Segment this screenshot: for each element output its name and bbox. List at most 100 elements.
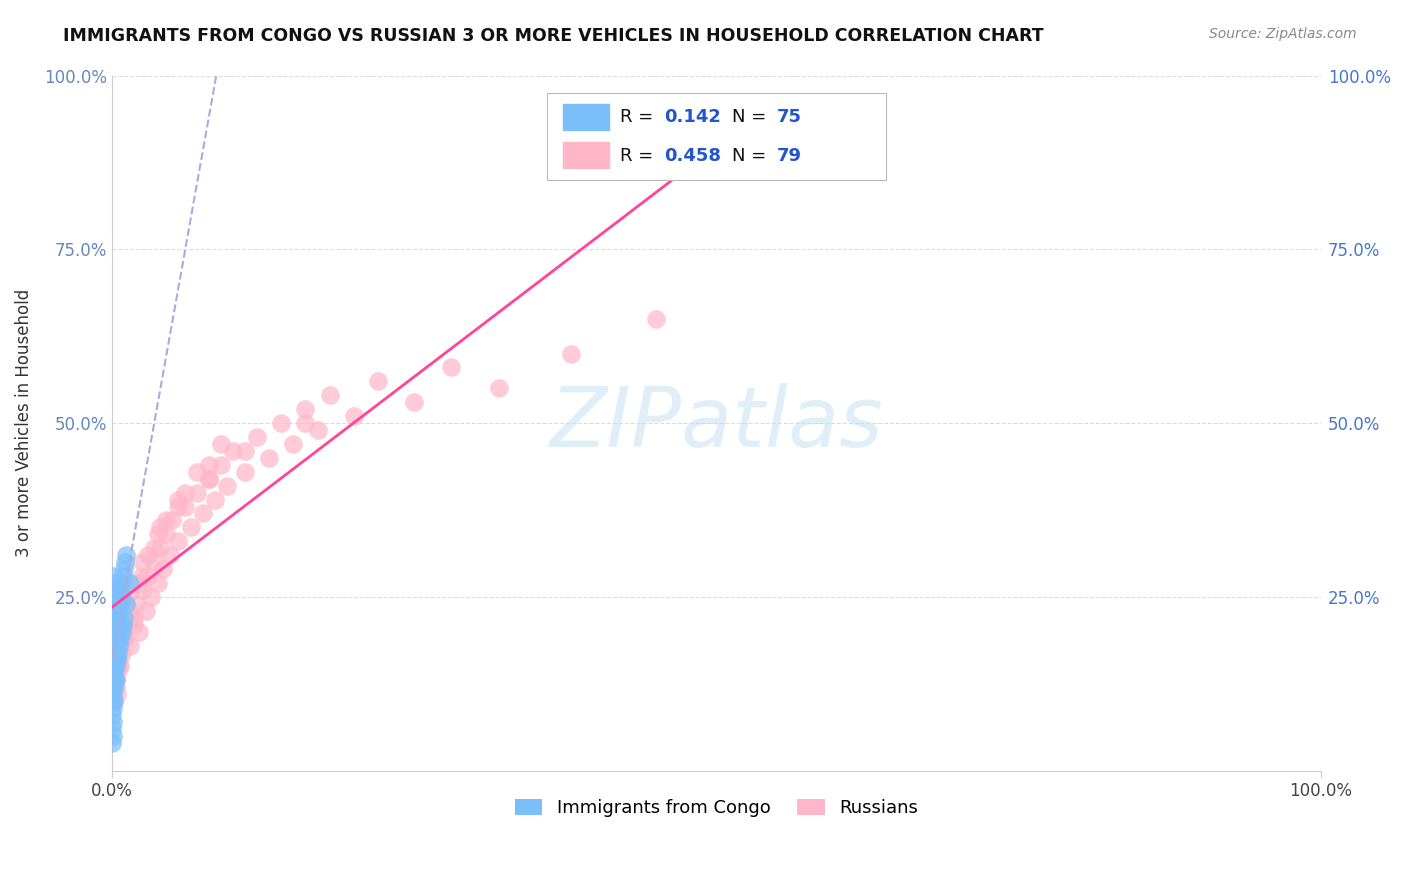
- Point: [111, 617, 134, 632]
- Point: [101, 673, 124, 688]
- Point: [191, 507, 214, 521]
- Point: [488, 381, 510, 395]
- Point: [197, 472, 219, 486]
- Point: [101, 639, 124, 653]
- Point: [101, 624, 124, 639]
- Point: [215, 478, 238, 492]
- Point: [136, 548, 159, 562]
- Point: [101, 722, 124, 736]
- Point: [120, 639, 142, 653]
- Point: [115, 548, 138, 562]
- Point: [104, 680, 127, 694]
- Point: [186, 485, 208, 500]
- Point: [128, 576, 150, 591]
- Point: [103, 576, 125, 591]
- Text: N =: N =: [733, 108, 772, 126]
- Point: [197, 458, 219, 472]
- Point: [112, 562, 135, 576]
- Point: [104, 673, 127, 688]
- Point: [103, 590, 125, 604]
- Point: [110, 632, 132, 646]
- Point: [101, 624, 124, 639]
- Point: [139, 590, 162, 604]
- Point: [110, 597, 132, 611]
- Point: [101, 611, 124, 625]
- Y-axis label: 3 or more Vehicles in Household: 3 or more Vehicles in Household: [15, 289, 32, 558]
- Point: [107, 646, 129, 660]
- Point: [108, 604, 131, 618]
- Point: [167, 534, 190, 549]
- Point: [143, 555, 166, 569]
- Point: [101, 680, 124, 694]
- Point: [101, 569, 124, 583]
- Text: 79: 79: [778, 146, 801, 164]
- Point: [101, 646, 124, 660]
- Point: [111, 624, 134, 639]
- Point: [101, 597, 124, 611]
- Point: [125, 597, 148, 611]
- Point: [173, 485, 195, 500]
- Point: [283, 437, 305, 451]
- Point: [101, 582, 124, 597]
- Point: [101, 639, 124, 653]
- Point: [149, 541, 172, 556]
- Point: [270, 416, 292, 430]
- Point: [104, 611, 127, 625]
- Point: [101, 680, 124, 694]
- Text: N =: N =: [733, 146, 772, 164]
- Point: [101, 729, 124, 743]
- Point: [108, 639, 131, 653]
- Point: [103, 694, 125, 708]
- Point: [107, 646, 129, 660]
- Point: [120, 576, 142, 591]
- Point: [110, 639, 132, 653]
- Point: [112, 632, 135, 646]
- Point: [167, 492, 190, 507]
- Point: [101, 736, 124, 750]
- FancyBboxPatch shape: [547, 93, 886, 180]
- Point: [101, 611, 124, 625]
- FancyBboxPatch shape: [562, 143, 609, 169]
- Point: [222, 444, 245, 458]
- Point: [645, 311, 668, 326]
- Point: [101, 590, 124, 604]
- Point: [115, 597, 138, 611]
- Point: [104, 624, 127, 639]
- Point: [131, 582, 153, 597]
- Point: [104, 673, 127, 688]
- Point: [560, 346, 582, 360]
- Point: [101, 708, 124, 723]
- Point: [103, 659, 125, 673]
- Point: [128, 624, 150, 639]
- Point: [104, 659, 127, 673]
- Text: IMMIGRANTS FROM CONGO VS RUSSIAN 3 OR MORE VEHICLES IN HOUSEHOLD CORRELATION CHA: IMMIGRANTS FROM CONGO VS RUSSIAN 3 OR MO…: [63, 27, 1043, 45]
- Point: [101, 694, 124, 708]
- Point: [146, 527, 169, 541]
- Point: [439, 360, 461, 375]
- Point: [108, 590, 131, 604]
- Point: [101, 652, 124, 666]
- Point: [233, 465, 256, 479]
- Point: [307, 423, 329, 437]
- Point: [122, 611, 145, 625]
- Text: R =: R =: [620, 108, 659, 126]
- Text: 75: 75: [778, 108, 801, 126]
- Point: [143, 541, 166, 556]
- Point: [105, 590, 128, 604]
- Text: ZIPatlas: ZIPatlas: [550, 383, 883, 464]
- Point: [107, 611, 129, 625]
- Point: [108, 652, 131, 666]
- Point: [110, 582, 132, 597]
- Point: [343, 409, 366, 424]
- Text: 0.142: 0.142: [665, 108, 721, 126]
- Point: [162, 513, 184, 527]
- Point: [367, 375, 389, 389]
- Point: [101, 617, 124, 632]
- Point: [104, 597, 127, 611]
- Point: [103, 604, 125, 618]
- Point: [101, 597, 124, 611]
- Point: [105, 632, 128, 646]
- Point: [103, 673, 125, 688]
- Point: [103, 646, 125, 660]
- Text: 0.458: 0.458: [665, 146, 721, 164]
